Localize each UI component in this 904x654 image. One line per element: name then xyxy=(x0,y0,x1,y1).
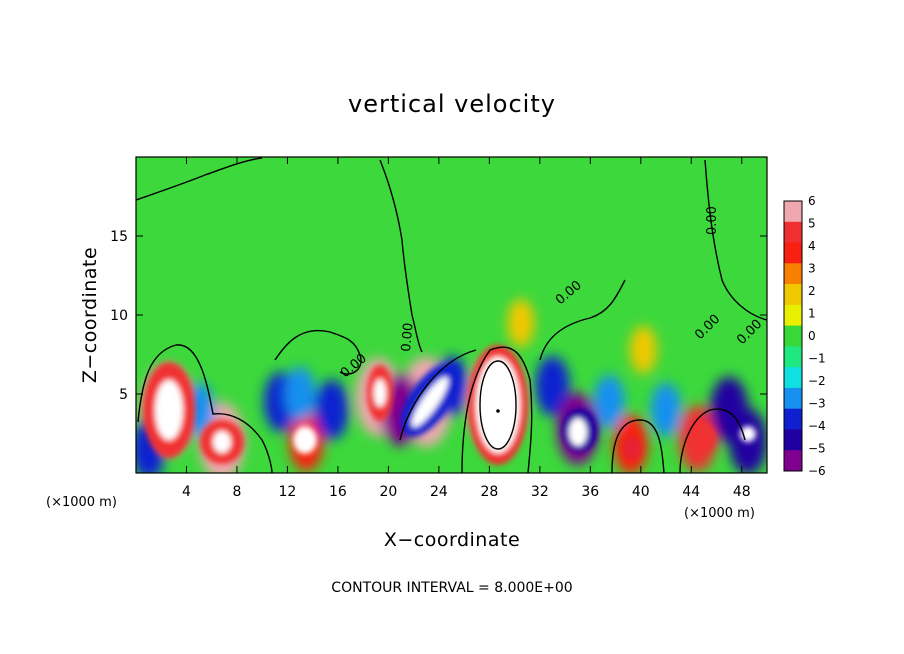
colorbar-swatch xyxy=(784,201,802,223)
field-cell-14 xyxy=(314,379,349,440)
downdraft-core-3 xyxy=(293,426,317,454)
contour-far-right xyxy=(704,159,767,321)
colorbar-label: 5 xyxy=(808,217,816,231)
colorbar-label: 6 xyxy=(808,194,816,208)
contour-downdraft-2 xyxy=(461,346,533,473)
field-cell-6 xyxy=(507,298,535,347)
contour-label-2: 0.00 xyxy=(399,322,416,352)
contour-updraft-inner xyxy=(479,360,517,450)
colorbar: 6 5 4 3 2 1 0 −1 −2 −3 −4 −5 −6 xyxy=(783,194,826,478)
updraft-core-1-white xyxy=(155,380,183,440)
contour-lower-envelope xyxy=(137,344,273,473)
colorbar-swatch xyxy=(784,450,802,472)
contour-downdraft-1 xyxy=(399,349,477,441)
colorbar-frame xyxy=(783,200,803,472)
colorbar-swatch xyxy=(784,408,802,430)
updraft-center-dot xyxy=(496,409,500,413)
x-tick-label: 36 xyxy=(581,484,599,500)
colorbar-label: −5 xyxy=(808,442,826,456)
colorbar-label: 2 xyxy=(808,284,816,298)
downdraft-core-1-white xyxy=(411,377,449,427)
colorbar-swatch xyxy=(784,242,802,264)
colorbar-swatch xyxy=(784,221,802,244)
x-axis-label: X−coordinate xyxy=(384,529,520,551)
colorbar-swatch xyxy=(784,284,802,306)
z-tick-label: 5 xyxy=(119,387,128,403)
updraft-core-4-white xyxy=(476,357,520,453)
colorbar-swatch xyxy=(784,387,802,410)
x-tick-label: 24 xyxy=(430,484,448,500)
colorbar-label: 0 xyxy=(808,329,816,343)
updraft-core-6 xyxy=(622,436,642,460)
colorbar-label: −1 xyxy=(808,352,826,366)
colorbar-label: 4 xyxy=(808,239,816,253)
x-tick-label: 16 xyxy=(329,484,347,500)
downdraft-core-4 xyxy=(740,426,756,442)
x-ticks: 4 8 12 16 20 24 28 32 36 40 44 48 xyxy=(182,157,751,500)
colorbar-label: −4 xyxy=(808,419,826,433)
contour-label-4: 0.00 xyxy=(705,206,720,235)
field-cell-20 xyxy=(650,382,682,437)
field-cell-8 xyxy=(629,325,657,374)
updraft-core-3-white xyxy=(374,379,386,407)
colorbar-swatch xyxy=(784,325,802,347)
colorbar-label: −6 xyxy=(808,464,826,478)
colorbar-label: −3 xyxy=(808,397,826,411)
colorbar-swatch xyxy=(784,263,802,285)
x-tick-label: 20 xyxy=(379,484,397,500)
field-cell-17 xyxy=(535,356,570,417)
field-cell-13 xyxy=(284,367,316,421)
x-tick-label: 4 xyxy=(182,484,191,500)
contour-upper-left xyxy=(136,157,263,201)
x-tick-label: 32 xyxy=(531,484,549,500)
contour-upper-mid xyxy=(379,159,423,353)
updraft-core-2-white xyxy=(213,431,231,453)
updraft-cores xyxy=(143,345,756,465)
x-tick-label: 44 xyxy=(682,484,700,500)
x-tick-label: 48 xyxy=(733,484,751,500)
z-tick-label: 10 xyxy=(110,308,128,324)
x-tick-label: 8 xyxy=(232,484,241,500)
chart-title: vertical velocity xyxy=(348,90,556,118)
x-tick-label: 40 xyxy=(632,484,650,500)
plot-area: 0.00 0.00 0.00 0.00 0.00 0.00 xyxy=(136,157,767,473)
x-unit-right: (×1000 m) xyxy=(684,506,755,521)
colorbar-swatch xyxy=(784,367,802,389)
colorbar-label: 1 xyxy=(808,307,816,321)
field-cell-19 xyxy=(593,374,625,429)
contour-right-cells-2 xyxy=(679,408,746,473)
colorbar-swatch xyxy=(784,429,802,451)
z-axis-label: Z−coordinate xyxy=(79,247,101,383)
x-tick-label: 28 xyxy=(480,484,498,500)
z-ticks: 5 10 15 xyxy=(110,229,767,403)
downdraft-core-2-white xyxy=(569,418,587,446)
contour-interval-note: CONTOUR INTERVAL = 8.000E+00 xyxy=(331,580,572,596)
contour-right-col xyxy=(539,279,626,361)
contour-right-cells xyxy=(611,419,665,473)
x-unit-left: (×1000 m) xyxy=(46,495,117,510)
zero-contours xyxy=(136,157,767,473)
x-tick-label: 12 xyxy=(279,484,297,500)
contour-loop-1 xyxy=(274,329,362,375)
updraft-core-5 xyxy=(688,422,716,454)
colorbar-label: 3 xyxy=(808,262,816,276)
colorbar-label: −2 xyxy=(808,374,826,388)
colorbar-swatch xyxy=(784,304,802,327)
colorbar-swatch xyxy=(784,346,802,368)
z-tick-label: 15 xyxy=(110,229,128,245)
